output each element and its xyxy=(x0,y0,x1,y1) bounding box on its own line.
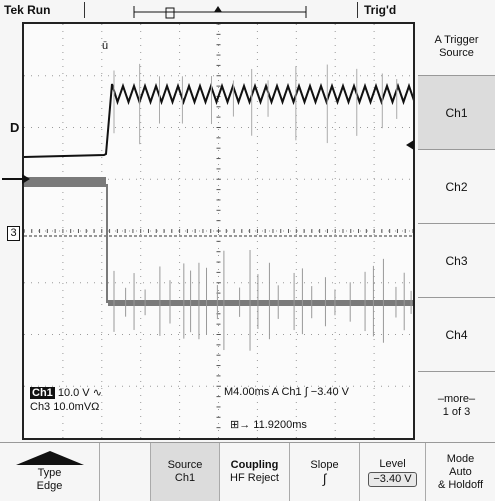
trigger-status: Trig'd xyxy=(364,3,397,17)
side-menu-title: A Trigger Source xyxy=(418,22,495,76)
side-menu: A Trigger Source Ch1 Ch2 Ch3 Ch4 –more– … xyxy=(418,22,495,440)
level-button[interactable]: Level −3.40 V xyxy=(360,443,426,501)
side-button-more[interactable]: –more– 1 of 3 xyxy=(418,372,495,440)
coupling-label: Coupling xyxy=(230,459,279,471)
ch3-readout: Ch3 10.0mVΩ xyxy=(30,401,99,413)
ch1-waveform xyxy=(24,82,413,158)
waveform-canvas: ū xyxy=(24,24,413,438)
trigger-position-marker: ū xyxy=(102,40,108,52)
status-separator xyxy=(357,2,358,18)
cursor-readout: ⊞→ 11.9200ms xyxy=(230,418,307,431)
ch3-label: Ch3 xyxy=(30,401,51,413)
ch3-scale: 10.0mVΩ xyxy=(53,401,100,413)
ch1-ground-arrow-icon xyxy=(2,174,30,184)
record-position-indicator xyxy=(133,6,307,19)
mode-value: Auto xyxy=(449,465,472,478)
ch1-label: Ch1 xyxy=(30,387,55,399)
ch1-readout: Ch1 10.0 V ∿ xyxy=(30,386,102,399)
cursor-time: 11.9200ms xyxy=(253,419,307,431)
bottom-blank xyxy=(100,443,150,501)
mode-button[interactable]: Mode Auto & Holdoff xyxy=(426,443,495,501)
ch1-scale: 10.0 V ∿ xyxy=(57,387,102,399)
graticule-grid xyxy=(24,24,413,438)
type-button[interactable]: Type Edge xyxy=(0,443,100,501)
source-label: Source xyxy=(167,459,203,471)
level-label: Level xyxy=(379,457,406,470)
type-label: Type xyxy=(37,467,62,479)
timebase-readout: M4.00ms A Ch1 ∫ −3.40 V xyxy=(224,386,350,398)
coupling-value: HF Reject xyxy=(230,472,279,484)
source-value: Ch1 xyxy=(174,472,196,484)
status-separator xyxy=(84,2,85,18)
waveform-display: ū Ch1 10.0 V ∿ Ch3 10.0mVΩ M4.00ms A Ch1… xyxy=(22,22,415,440)
trigger-level-arrow-icon xyxy=(406,140,414,150)
coupling-button[interactable]: Coupling HF Reject xyxy=(220,443,290,501)
slope-button[interactable]: Slope ∫ xyxy=(290,443,360,501)
type-value: Edge xyxy=(36,480,63,492)
ch3-marker: 3 xyxy=(7,226,20,241)
bottom-menu: Type Edge Source Ch1 Coupling HF Reject … xyxy=(0,442,495,501)
mode-value-holdoff: & Holdoff xyxy=(437,478,484,491)
menu-up-triangle-icon xyxy=(15,451,84,465)
level-value: −3.40 V xyxy=(368,471,417,487)
ch3-waveform xyxy=(24,63,413,351)
ch1-marker-d: D xyxy=(10,120,20,135)
side-button-ch2[interactable]: Ch2 xyxy=(418,150,495,224)
slope-label: Slope xyxy=(310,459,339,471)
status-bar: Tek Run Trig'd xyxy=(0,0,495,22)
run-status: Tek Run xyxy=(4,3,51,17)
slope-value: ∫ xyxy=(322,471,327,486)
more-label: –more– xyxy=(437,393,476,405)
source-button[interactable]: Source Ch1 xyxy=(150,443,220,501)
side-button-ch1[interactable]: Ch1 xyxy=(418,76,495,150)
side-button-ch3[interactable]: Ch3 xyxy=(418,224,495,298)
more-page: 1 of 3 xyxy=(442,406,471,418)
side-button-ch4[interactable]: Ch4 xyxy=(418,298,495,372)
mode-label: Mode xyxy=(446,452,475,465)
cursor-icon: ⊞→ xyxy=(230,419,251,431)
svg-text:ū: ū xyxy=(102,40,108,52)
